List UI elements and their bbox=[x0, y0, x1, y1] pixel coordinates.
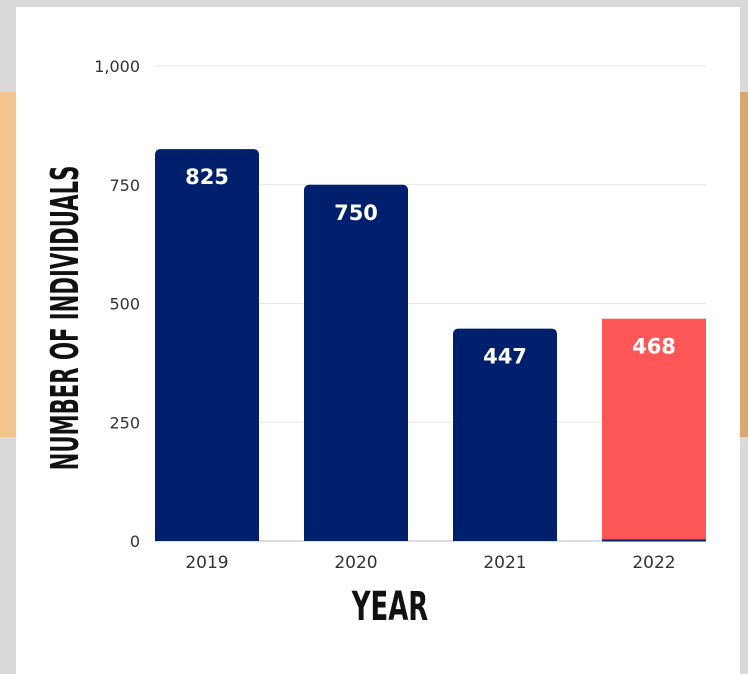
y-tick-labels: 0 250 500 750 1,000 bbox=[94, 57, 140, 551]
x-tick-label: 2019 bbox=[185, 553, 228, 573]
bar-base bbox=[155, 535, 259, 541]
bars: 825 750 447 468 bbox=[155, 149, 706, 542]
bar bbox=[602, 318, 706, 541]
x-tick-labels: 2019 2020 2021 2022 bbox=[185, 553, 675, 573]
bar-base bbox=[304, 535, 408, 541]
bar bbox=[304, 184, 408, 541]
x-tick-label: 2021 bbox=[483, 553, 526, 573]
bar-base bbox=[453, 535, 557, 541]
x-axis-title: YEAR bbox=[351, 584, 428, 630]
data-label: 750 bbox=[334, 201, 378, 225]
x-tick-label: 2022 bbox=[632, 553, 675, 573]
x-tick-label: 2020 bbox=[334, 553, 377, 573]
y-tick-label: 750 bbox=[109, 176, 140, 195]
y-tick-label: 0 bbox=[130, 532, 140, 551]
bar bbox=[155, 149, 259, 541]
data-label: 447 bbox=[483, 345, 527, 369]
y-axis-title: NUMBER OF INDIVIDUALS bbox=[44, 166, 87, 471]
right-background-band bbox=[740, 92, 748, 437]
left-background-band bbox=[0, 92, 16, 437]
y-tick-label: 1,000 bbox=[94, 57, 140, 76]
y-tick-label: 250 bbox=[109, 413, 140, 432]
bar bbox=[453, 328, 557, 541]
data-label: 468 bbox=[632, 335, 676, 359]
data-label: 825 bbox=[185, 165, 229, 189]
y-tick-label: 500 bbox=[109, 295, 140, 314]
